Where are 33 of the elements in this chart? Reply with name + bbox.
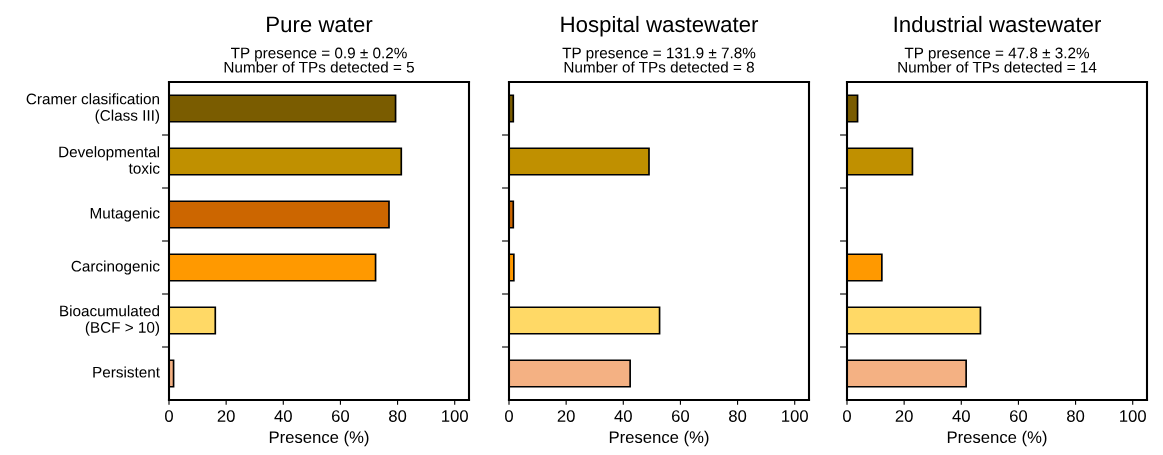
y-tick-label: Carcinogenic	[71, 260, 160, 275]
x-tick-label: 60	[1010, 410, 1028, 422]
x-tick-label: 80	[389, 410, 407, 422]
x-axis-title: Presence (%)	[947, 430, 1047, 447]
x-tick-label: 60	[332, 410, 350, 422]
chart-subtitle: TP presence = 131.9 ± 7.8% Number of TPs detected = 8	[562, 47, 756, 73]
chart-title: Industrial wastewater	[894, 15, 1101, 33]
x-tick-label: 80	[1067, 410, 1085, 422]
x-axis-title: Presence (%)	[609, 430, 709, 447]
x-tick-label: 40	[274, 410, 292, 422]
y-tick-label: Developmental toxic	[59, 146, 160, 174]
x-tick-label: 0	[505, 410, 513, 422]
chart-subtitle: TP presence = 47.8 ± 3.2% Number of TPs detected = 14	[898, 47, 1097, 73]
x-tick-label: 100	[442, 410, 468, 422]
x-tick-label: 0	[843, 410, 851, 422]
x-tick-label: 40	[952, 410, 970, 422]
y-tick-label: Mutagenic	[90, 207, 160, 222]
chart-subtitle: TP presence = 0.9 ± 0.2% Number of TPs detected = 5	[224, 47, 414, 73]
y-tick-label: Bioacumulated (BCF > 10)	[60, 305, 160, 336]
x-axis-title: Presence (%)	[269, 430, 369, 447]
x-tick-label: 20	[895, 410, 913, 422]
chart-title: Hospital wastewater	[561, 15, 759, 37]
x-tick-label: 80	[729, 410, 747, 422]
chart-title: Pure water	[267, 16, 373, 33]
y-tick-label: Cramer clasification (Class III)	[26, 93, 160, 124]
x-tick-label: 40	[614, 410, 632, 422]
y-tick-label: Persistent	[93, 366, 160, 378]
x-tick-label: 0	[165, 410, 173, 422]
x-tick-label: 60	[672, 410, 690, 422]
x-tick-label: 100	[1120, 410, 1146, 422]
x-tick-label: 20	[557, 410, 575, 422]
x-tick-label: 100	[782, 410, 808, 422]
x-tick-label: 20	[217, 410, 235, 422]
